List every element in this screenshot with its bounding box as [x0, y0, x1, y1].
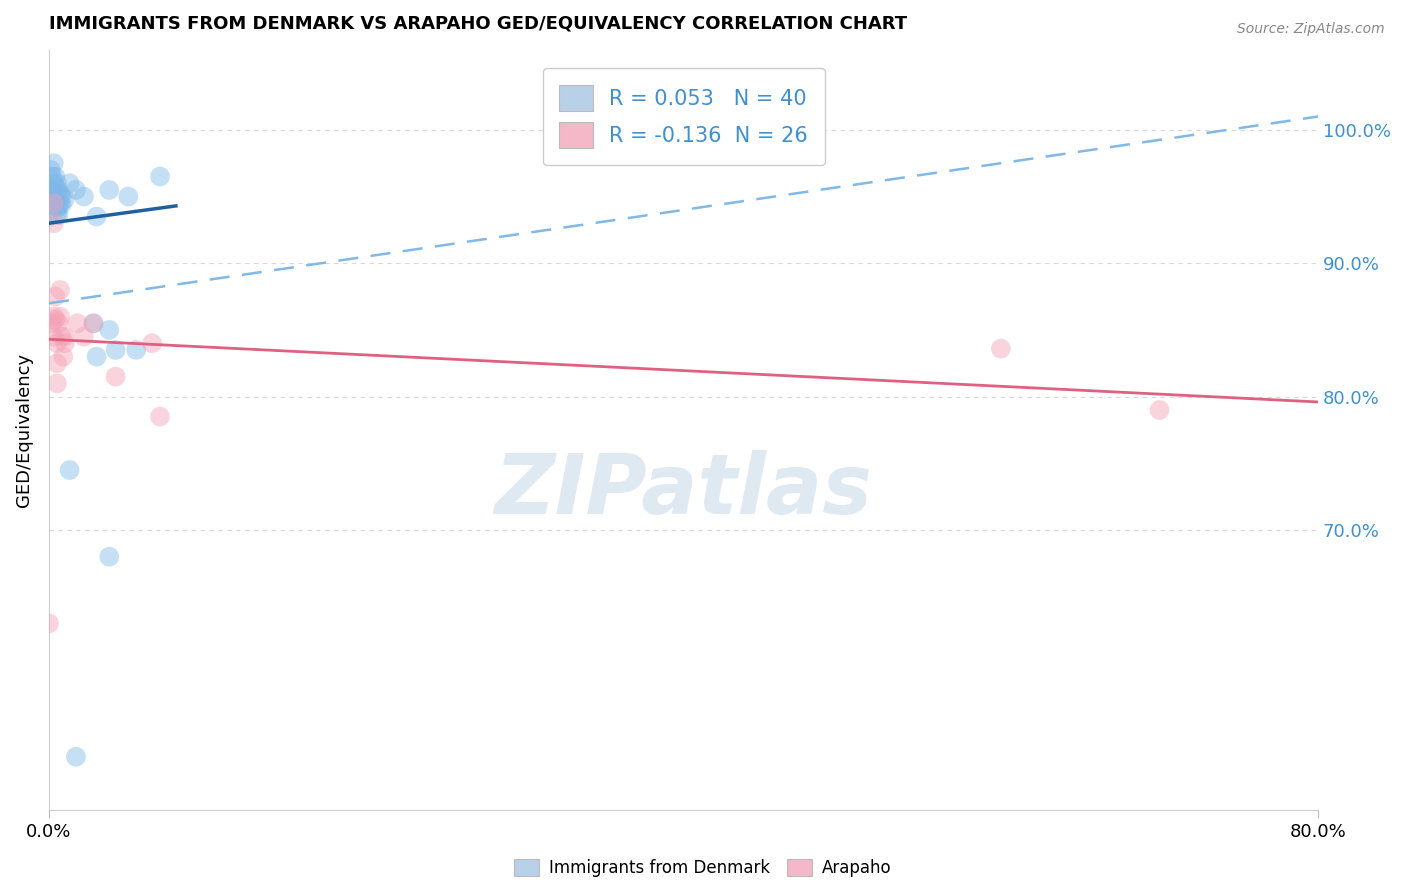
Point [58, 463, 80, 477]
Point [39, 162, 62, 177]
Point [48, 192, 70, 206]
Point [41, 169, 63, 184]
Point [42, 329, 65, 343]
Point [66, 316, 89, 330]
Point [42, 189, 65, 203]
Point [53, 336, 76, 351]
Point [42, 310, 65, 324]
Point [65, 183, 87, 197]
Legend: Immigrants from Denmark, Arapaho: Immigrants from Denmark, Arapaho [508, 852, 898, 884]
Point [104, 369, 127, 384]
Point [42, 216, 65, 230]
Point [44, 169, 66, 184]
Point [45, 207, 67, 221]
Point [45, 186, 67, 200]
Point [82, 316, 104, 330]
Point [104, 343, 127, 357]
Point [82, 316, 104, 330]
Point [49, 310, 72, 324]
Text: ZIPatlas: ZIPatlas [495, 450, 873, 532]
Point [42, 176, 65, 190]
Point [45, 194, 67, 208]
Point [53, 329, 76, 343]
Point [990, 342, 1012, 356]
Point [51, 197, 73, 211]
Y-axis label: GED/Equivalency: GED/Equivalency [15, 353, 32, 507]
Point [117, 189, 139, 203]
Point [1149, 403, 1171, 417]
Point [45, 200, 67, 214]
Legend: R = 0.053   N = 40, R = -0.136  N = 26: R = 0.053 N = 40, R = -0.136 N = 26 [543, 68, 824, 165]
Point [44, 290, 66, 304]
Point [49, 196, 72, 211]
Point [98, 549, 121, 564]
Text: IMMIGRANTS FROM DENMARK VS ARAPAHO GED/EQUIVALENCY CORRELATION CHART: IMMIGRANTS FROM DENMARK VS ARAPAHO GED/E… [49, 15, 907, 33]
Point [44, 180, 66, 194]
Point [42, 156, 65, 170]
Point [49, 186, 72, 201]
Point [51, 189, 73, 203]
Point [41, 183, 63, 197]
Point [45, 336, 67, 351]
Point [48, 200, 70, 214]
Point [44, 312, 66, 326]
Point [149, 169, 172, 184]
Point [44, 199, 66, 213]
Point [45, 376, 67, 391]
Point [48, 316, 70, 330]
Point [98, 323, 121, 337]
Point [149, 409, 172, 424]
Point [42, 196, 65, 211]
Point [38, 210, 60, 224]
Point [45, 356, 67, 370]
Point [53, 192, 76, 206]
Point [86, 210, 108, 224]
Point [58, 176, 80, 190]
Point [65, 749, 87, 764]
Point [48, 208, 70, 222]
Point [141, 336, 163, 351]
Point [86, 350, 108, 364]
Point [44, 189, 66, 203]
Point [98, 183, 121, 197]
Point [45, 176, 67, 190]
Point [49, 283, 72, 297]
Point [51, 329, 73, 343]
Text: Source: ZipAtlas.com: Source: ZipAtlas.com [1237, 22, 1385, 37]
Point [125, 343, 148, 357]
Point [73, 189, 96, 203]
Point [48, 183, 70, 197]
Point [41, 316, 63, 330]
Point [52, 350, 75, 364]
Point [73, 329, 96, 343]
Point [38, 616, 60, 631]
